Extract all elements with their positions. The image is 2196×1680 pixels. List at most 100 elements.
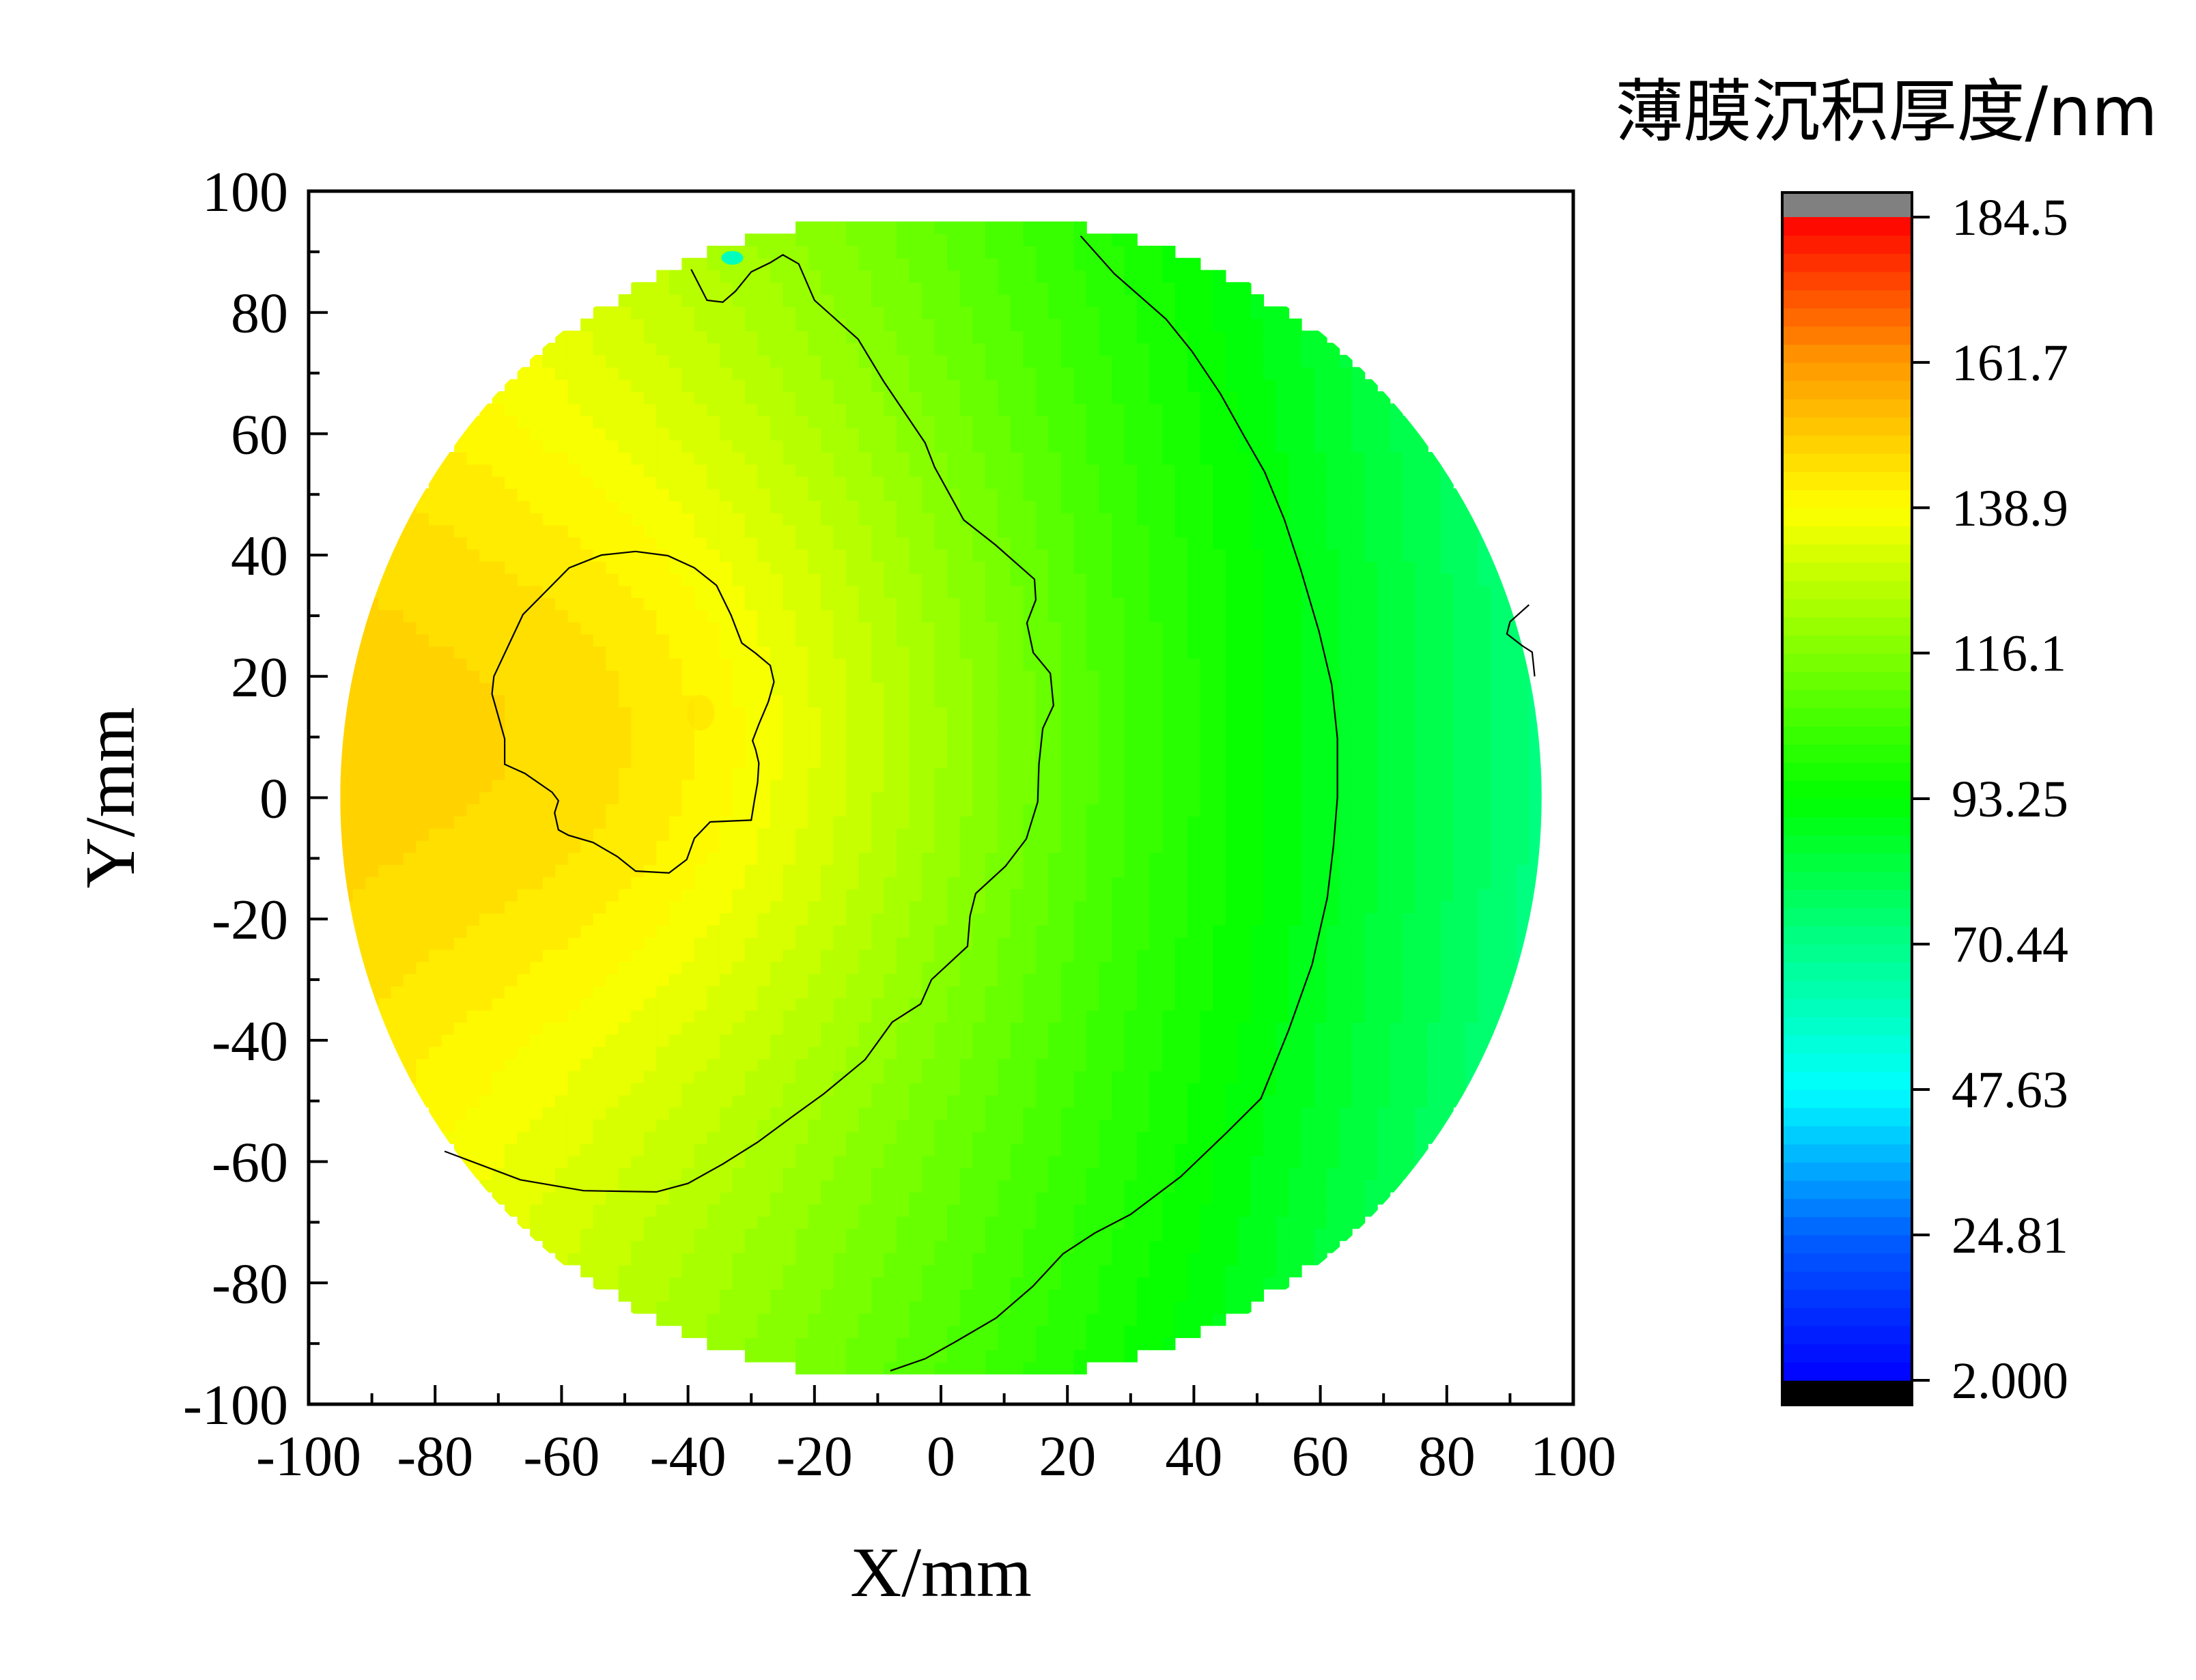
colorbar-band [1782,1271,1912,1290]
colorbar-band [1782,1053,1912,1072]
colorbar-band [1782,1143,1912,1163]
colorbar-band [1782,1180,1912,1199]
colorbar-band [1782,1090,1912,1109]
colorbar-tick-label: 2.000 [1952,1352,2068,1410]
x-tick-label: 60 [1292,1425,1349,1488]
colorbar-band [1782,707,1912,727]
colorbar-band [1782,744,1912,763]
y-tick-label: -60 [212,1131,288,1195]
colorbar-band [1782,853,1912,872]
colorbar-band [1782,416,1912,436]
colorbar-band [1782,944,1912,963]
x-tick-label: -20 [776,1425,853,1488]
colorbar-tick-label: 116.1 [1952,625,2066,683]
colorbar-band [1782,599,1912,618]
colorbar-band [1782,1289,1912,1309]
colorbar-band [1782,980,1912,999]
colorbar-band [1782,1235,1912,1254]
x-axis: -100 -80 -60 -40 -20 0 20 40 60 80 100 [256,1385,1616,1488]
colorbar-band [1782,1362,1912,1381]
contour-line-3 [1506,604,1536,677]
colorbar-band [1782,544,1912,563]
colorbar-band [1782,926,1912,945]
contour-line-1 [444,254,1054,1193]
colorbar-tick-label: 138.9 [1952,480,2068,537]
colorbar-band [1782,616,1912,636]
colorbar-tick-label: 161.7 [1952,334,2068,392]
y-tick-label: -80 [212,1252,288,1315]
thickness-field [340,221,1542,1375]
contour-lines [444,235,1536,1372]
contour-line-0 [491,550,775,874]
colorbar-band [1782,217,1912,236]
colorbar-band [1782,1216,1912,1236]
colorbar-band [1782,1126,1912,1145]
colorbar-band [1782,1307,1912,1326]
x-tick-label: 0 [927,1425,955,1488]
colorbar-band [1782,435,1912,454]
colorbar-tick-label: 93.25 [1952,771,2068,828]
colorbar-band [1782,762,1912,781]
contour-line-2 [890,235,1338,1372]
colorbar-band [1782,362,1912,382]
colorbar-band [1782,253,1912,272]
x-axis-title: X/mm [850,1533,1032,1612]
x-tick-label: 100 [1530,1425,1616,1488]
x-tick-label: -80 [397,1425,473,1488]
colorbar-band [1782,1035,1912,1054]
colorbar-band [1782,1071,1912,1090]
y-tick-label: 40 [231,524,288,588]
y-tick-label: 20 [231,646,288,709]
y-tick-label: 80 [231,282,288,345]
colorbar-band [1782,780,1912,799]
y-axis: 100 80 60 40 20 0 -20 -40 -60 -80 -100 [183,160,328,1437]
colorbar-band [1782,889,1912,909]
y-tick-label: -100 [183,1373,288,1437]
colorbar: 184.5 161.7 138.9 116.1 93.25 70.44 47.63 24.81… [1781,189,2068,1410]
colorbar-band [1782,835,1912,854]
y-tick-label: -20 [212,888,288,952]
x-tick-label: -60 [523,1425,600,1488]
colorbar-band [1782,1253,1912,1272]
y-tick-label: 60 [231,403,288,466]
colorbar-tick-label: 184.5 [1952,189,2068,246]
colorbar-band [1782,562,1912,582]
x-tick-label: 40 [1165,1425,1222,1488]
colorbar-under-swatch [1782,1380,1912,1405]
colorbar-band [1782,689,1912,709]
colorbar-band [1782,308,1912,327]
colorbar-band [1782,471,1912,490]
colorbar-band [1782,871,1912,890]
colorbar-band [1782,1198,1912,1217]
colorbar-band [1782,289,1912,309]
colorbar-band [1782,1162,1912,1181]
colorbar-band [1782,508,1912,527]
x-tick-label: -40 [650,1425,727,1488]
colorbar-title: 薄膜沉积厚度/nm [1616,72,2158,152]
colorbar-tick-label: 70.44 [1952,916,2068,973]
colorbar-band [1782,453,1912,472]
colorbar-band [1782,671,1912,690]
colorbar-tick-label: 24.81 [1952,1207,2068,1264]
colorbar-band [1782,635,1912,654]
x-tick-label: 80 [1418,1425,1476,1488]
colorbar-band [1782,1016,1912,1036]
y-tick-label: 0 [259,767,288,831]
colorbar-band [1782,1326,1912,1345]
colorbar-band [1782,816,1912,836]
colorbar-band [1782,962,1912,981]
colorbar-band [1782,380,1912,399]
x-tick-label: 20 [1039,1425,1096,1488]
colorbar-band [1782,726,1912,745]
colorbar-band [1782,1107,1912,1126]
colorbar-band [1782,344,1912,363]
colorbar-band [1782,998,1912,1018]
colorbar-band [1782,526,1912,545]
colorbar-band [1782,580,1912,599]
colorbar-band [1782,326,1912,345]
colorbar-band [1782,489,1912,509]
colorbar-band [1782,653,1912,672]
colorbar-tick-label: 47.63 [1952,1062,2068,1119]
colorbar-band [1782,907,1912,926]
